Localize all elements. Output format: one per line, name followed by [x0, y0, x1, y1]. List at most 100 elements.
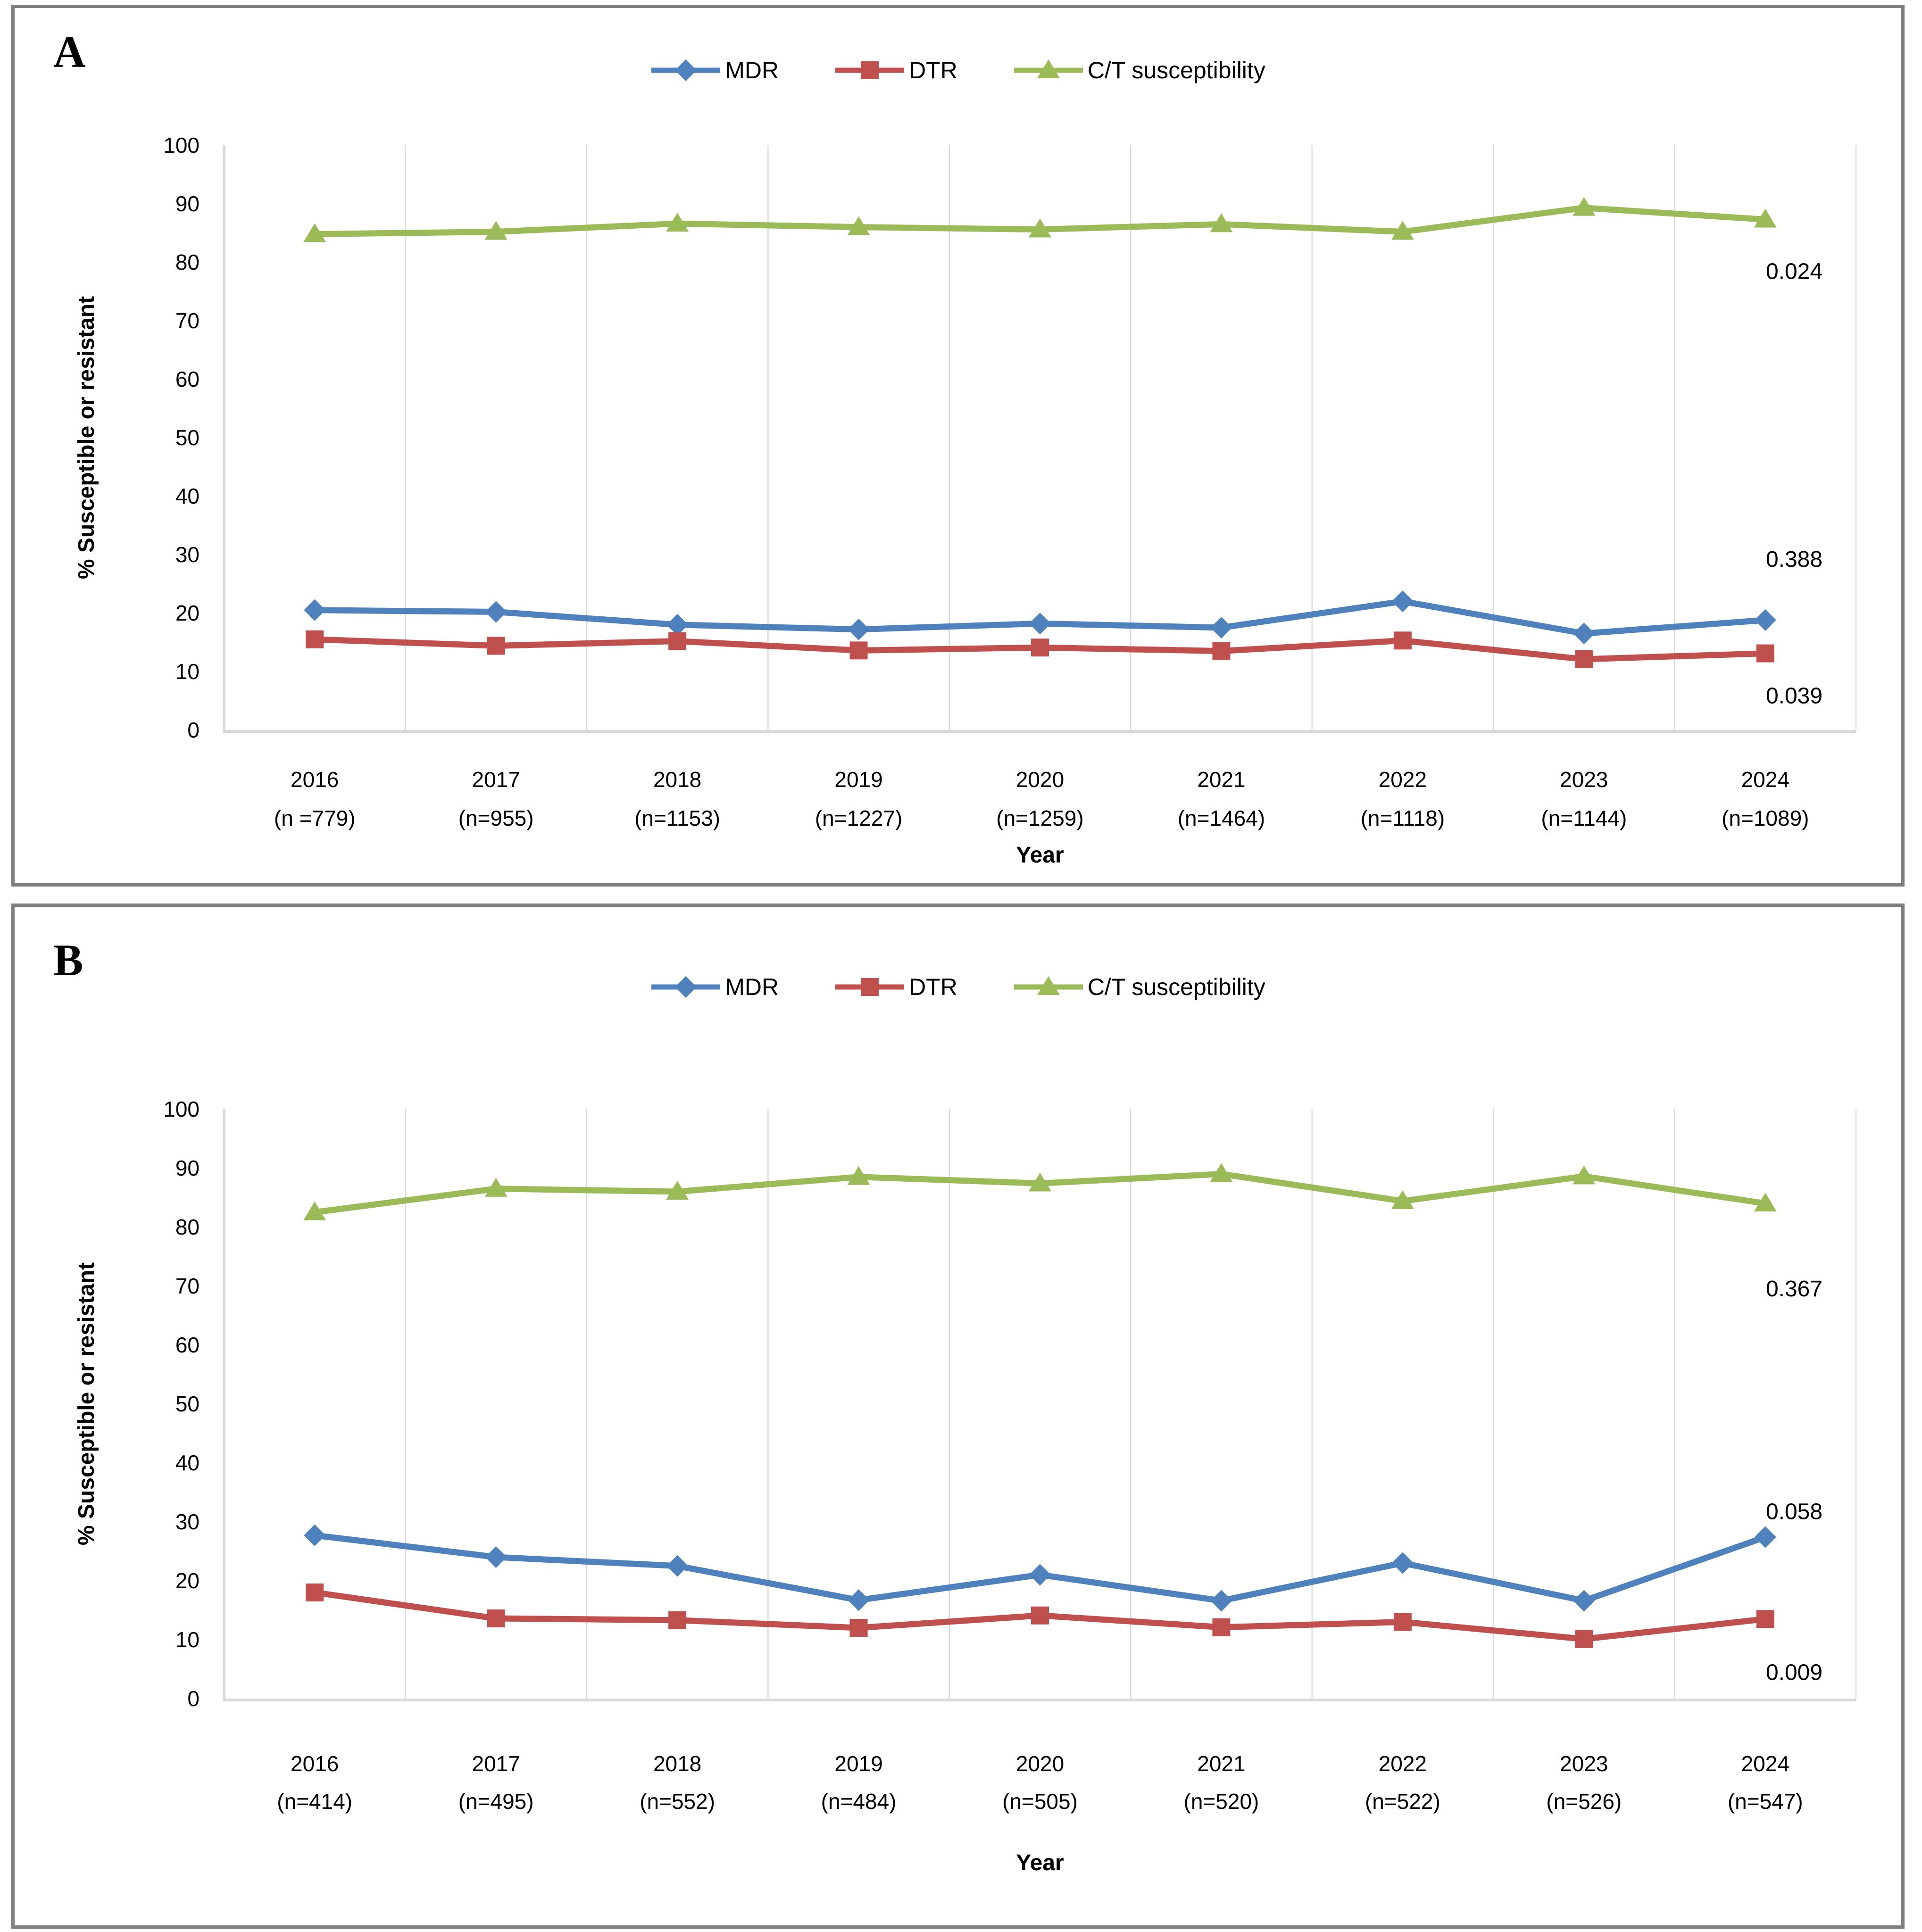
diamond-marker — [485, 601, 507, 623]
y-tick-label: 20 — [175, 601, 200, 625]
y-tick-label: 60 — [175, 1333, 200, 1357]
diamond-marker — [1391, 590, 1414, 613]
diamond-marker — [304, 1524, 326, 1546]
diamond-marker — [1573, 622, 1595, 645]
x-tick-year: 2024 — [1741, 767, 1789, 792]
p-value-annotation: 0.058 — [1766, 1500, 1822, 1525]
square-marker — [1031, 1606, 1049, 1625]
square-legend-icon — [835, 61, 905, 79]
y-tick-label: 90 — [175, 191, 200, 216]
diamond-legend-icon — [651, 976, 721, 998]
triangle-marker — [1029, 1172, 1051, 1192]
triangle-marker — [1210, 1163, 1233, 1182]
x-tick-n: (n=495) — [458, 1789, 534, 1814]
panel-a-letter: A — [53, 27, 86, 77]
legend-a: MDR DTR C/T susceptibility — [15, 57, 1901, 83]
legend-label: C/T susceptibility — [1087, 57, 1265, 83]
x-tick-n: (n=1144) — [1541, 806, 1627, 830]
y-tick-label: 60 — [175, 367, 200, 391]
y-tick-label: 100 — [163, 133, 200, 158]
y-tick-label: 70 — [175, 308, 200, 333]
legend-marker — [861, 978, 879, 996]
square-marker — [487, 1609, 505, 1627]
x-tick-year: 2021 — [1197, 767, 1245, 792]
x-tick-year: 2022 — [1379, 1751, 1427, 1776]
y-tick-label: 0 — [187, 1686, 200, 1711]
diamond-marker — [1210, 1590, 1232, 1612]
square-marker — [1031, 638, 1049, 657]
y-tick-label: 10 — [175, 1627, 200, 1652]
x-axis-title: Year — [1016, 843, 1064, 868]
legend-label: C/T susceptibility — [1087, 974, 1265, 1000]
x-tick-n: (n=526) — [1546, 1789, 1622, 1814]
square-marker — [1756, 644, 1774, 663]
square-marker — [849, 1619, 868, 1637]
legend-marker — [1037, 59, 1060, 78]
diamond-marker — [1754, 1526, 1776, 1548]
triangle-legend-icon — [1014, 976, 1083, 995]
x-axis-title: Year — [1016, 1850, 1064, 1875]
square-marker — [487, 637, 505, 655]
x-tick-year: 2019 — [834, 1751, 882, 1776]
x-tick-year: 2020 — [1016, 767, 1064, 792]
p-value-annotation: 0.388 — [1766, 547, 1822, 572]
x-tick-n: (n=1464) — [1178, 806, 1265, 830]
legend-b: MDR DTR C/T susceptibility — [15, 974, 1901, 1000]
x-tick-year: 2023 — [1560, 1751, 1608, 1776]
y-tick-label: 100 — [163, 1097, 200, 1121]
x-tick-n: (n=1089) — [1722, 806, 1809, 830]
y-tick-label: 10 — [175, 659, 200, 684]
p-value-annotation: 0.009 — [1766, 1660, 1822, 1685]
line-chart-a: 0 10 20 30 40 50 60 70 80 90 100 2016 (n =779) 2017 (n… — [74, 133, 1857, 868]
x-tick-n: (n=484) — [821, 1789, 897, 1814]
legend-marker — [1037, 976, 1060, 995]
legend-item-dtr: DTR — [834, 974, 957, 1000]
diamond-marker — [304, 599, 326, 621]
x-tick-n: (n=505) — [1002, 1789, 1078, 1814]
legend-label: MDR — [725, 57, 779, 83]
diamond-marker — [1029, 613, 1051, 635]
triangle-marker — [847, 1166, 870, 1185]
square-marker — [1575, 1630, 1593, 1648]
x-tick-n: (n=1227) — [815, 806, 902, 830]
diamond-marker — [1754, 609, 1776, 631]
triangle-marker — [1573, 1165, 1596, 1185]
x-tick-year: 2018 — [653, 767, 701, 792]
triangle-marker — [1754, 208, 1777, 228]
triangle-marker — [1029, 218, 1051, 238]
triangle-marker — [666, 213, 689, 232]
line-chart-b: 0 10 20 30 40 50 60 70 80 90 100 2016 (n=414) 2017 (n=… — [74, 1097, 1857, 1875]
square-marker — [668, 632, 687, 650]
x-tick-year: 2018 — [653, 1751, 701, 1776]
square-marker — [1575, 650, 1593, 668]
x-tick-year: 2017 — [472, 767, 520, 792]
y-tick-label: 0 — [187, 718, 200, 742]
x-tick-n: (n=522) — [1365, 1789, 1440, 1814]
x-tick-n: (n=1259) — [996, 806, 1083, 830]
y-tick-label: 30 — [175, 542, 200, 567]
y-tick-label: 40 — [175, 484, 200, 508]
diamond-legend-icon — [651, 59, 721, 81]
diamond-marker — [666, 1555, 689, 1577]
panel-b-letter: B — [53, 935, 83, 985]
y-tick-label: 40 — [175, 1451, 200, 1475]
legend-item-c-t-susceptibility: C/T susceptibility — [1013, 57, 1265, 83]
triangle-marker — [1754, 1193, 1777, 1211]
square-marker — [1393, 1613, 1412, 1631]
y-tick-label: 20 — [175, 1568, 200, 1593]
diamond-marker — [1573, 1590, 1595, 1612]
legend-item-mdr: MDR — [650, 974, 779, 1000]
y-tick-label: 80 — [175, 250, 200, 274]
x-tick-year: 2016 — [291, 767, 339, 792]
y-axis-title: % Susceptible or resistant — [74, 296, 99, 579]
triangle-marker — [484, 1177, 508, 1197]
diamond-marker — [848, 618, 870, 640]
panel-b: B MDR DTR C/T susceptibility 0 10 20 30 40 50 60… — [11, 904, 1905, 1929]
x-tick-n: (n=414) — [277, 1789, 352, 1814]
y-tick-label: 90 — [175, 1156, 200, 1180]
square-marker — [849, 641, 868, 660]
x-tick-year: 2023 — [1560, 767, 1608, 792]
square-marker — [1212, 642, 1231, 660]
x-tick-year: 2021 — [1197, 1751, 1245, 1776]
